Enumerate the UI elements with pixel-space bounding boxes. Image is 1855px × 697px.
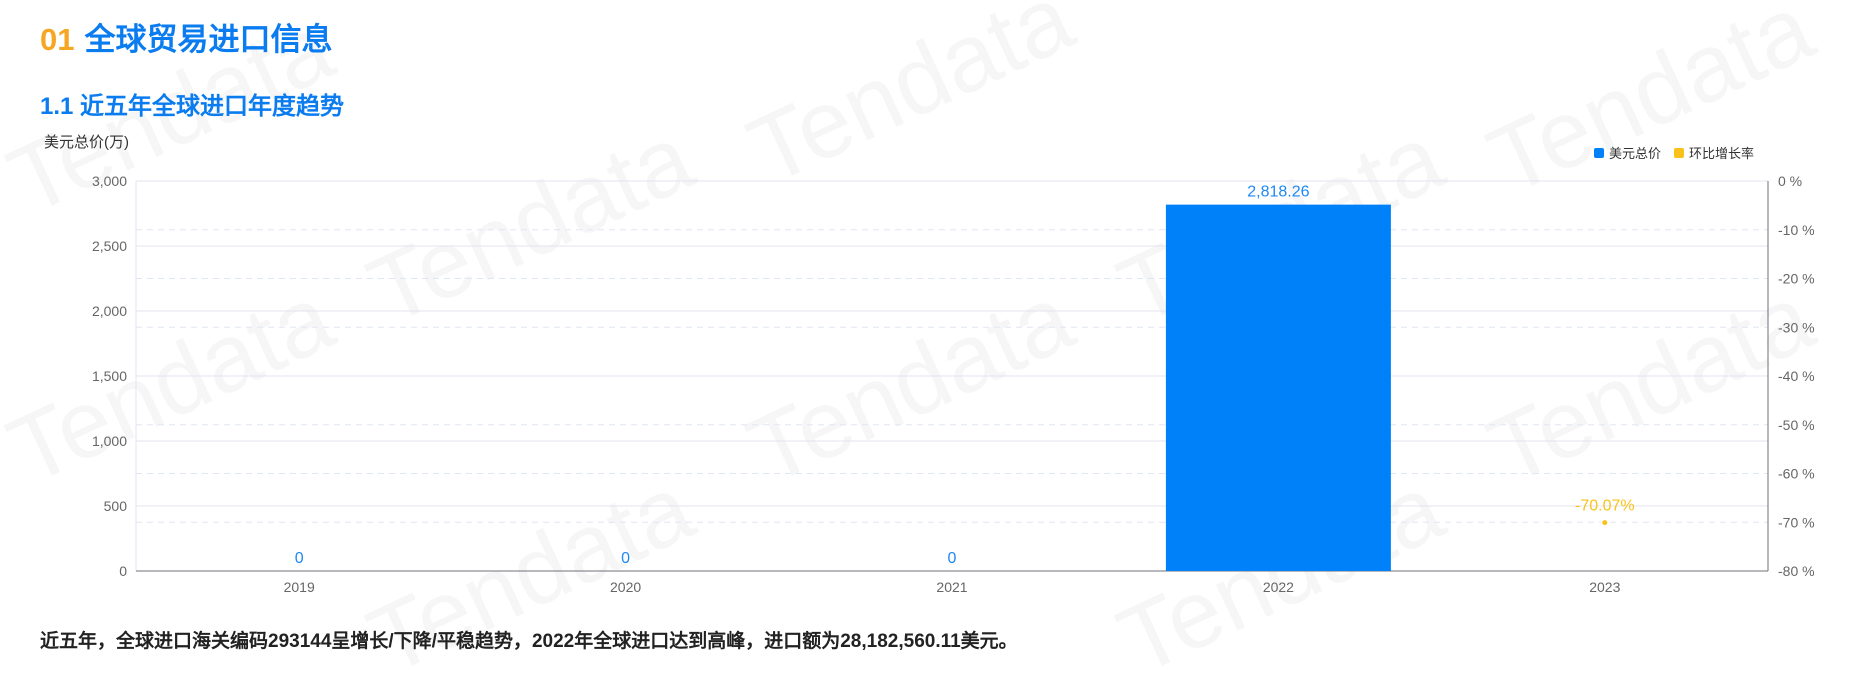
legend-swatch xyxy=(1594,148,1604,158)
section-title: 01 全球贸易进口信息 xyxy=(40,14,332,59)
legend-label: 美元总价 xyxy=(1609,146,1661,161)
y2-tick-label: -40 % xyxy=(1778,368,1815,384)
summary-text: 近五年，全球进口海关编码293144呈增长/下降/平稳趋势，2022年全球进口达… xyxy=(40,631,1018,652)
y-tick-label: 1,500 xyxy=(92,368,127,384)
y-tick-label: 500 xyxy=(104,498,128,514)
y2-tick-label: 0 % xyxy=(1778,173,1802,189)
x-tick-label: 2021 xyxy=(936,579,967,595)
y2-tick-label: -60 % xyxy=(1778,466,1815,482)
y-tick-label: 2,000 xyxy=(92,303,127,319)
y-tick-label: 3,000 xyxy=(92,173,127,189)
section-number: 01 xyxy=(40,22,75,57)
growth-rate-label: -70.07% xyxy=(1575,498,1635,515)
bar-value-label: 2,818.26 xyxy=(1247,184,1309,201)
bar-value-label: 0 xyxy=(621,550,630,567)
y2-tick-label: -80 % xyxy=(1778,563,1815,579)
y-axis-label: 美元总价(万) xyxy=(44,134,129,151)
y-tick-label: 2,500 xyxy=(92,238,127,254)
legend-label: 环比增长率 xyxy=(1689,146,1754,161)
y2-tick-label: -70 % xyxy=(1778,514,1815,530)
x-tick-label: 2019 xyxy=(284,579,315,595)
bar-value-label: 0 xyxy=(295,550,304,567)
y2-tick-label: -30 % xyxy=(1778,319,1815,335)
y2-tick-label: -20 % xyxy=(1778,271,1815,287)
growth-rate-point xyxy=(1601,519,1609,527)
bar-value-label: 0 xyxy=(948,550,957,567)
y2-tick-label: -50 % xyxy=(1778,417,1815,433)
x-tick-label: 2022 xyxy=(1263,579,1294,595)
bar xyxy=(1165,204,1391,571)
chart-subtitle: 1.1 近五年全球进口年度趋势 xyxy=(40,93,345,120)
section-title-text: 全球贸易进口信息 xyxy=(84,22,333,57)
legend-swatch xyxy=(1674,148,1684,158)
y-tick-label: 1,000 xyxy=(92,433,127,449)
y-tick-label: 0 xyxy=(119,563,127,579)
x-tick-label: 2020 xyxy=(610,579,641,595)
x-tick-label: 2023 xyxy=(1589,579,1620,595)
bar-chart: 美元总价(万) 0 500 1,000 1,500 2,000 2,500 3,000 -80 … xyxy=(44,134,1815,595)
y2-tick-label: -10 % xyxy=(1778,222,1815,238)
